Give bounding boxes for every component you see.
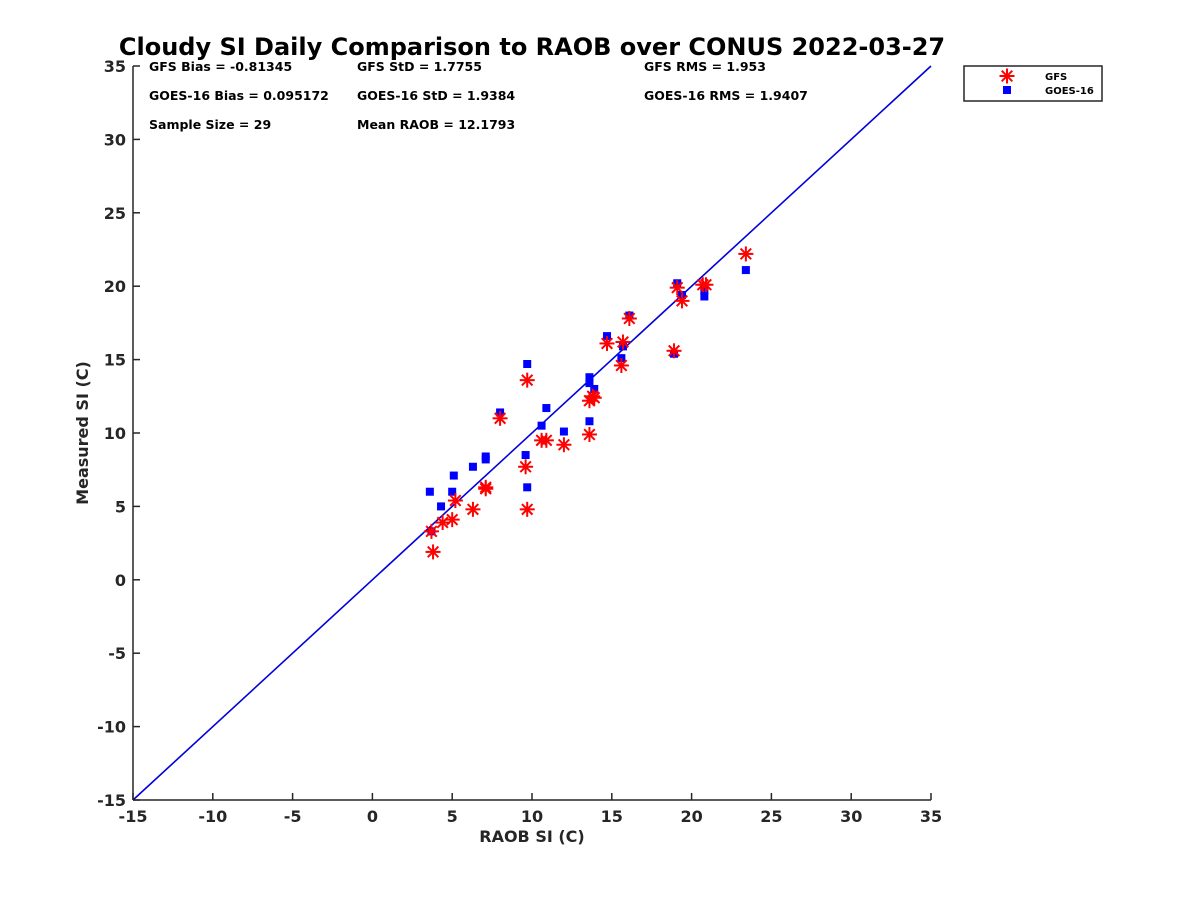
data-points — [423, 246, 754, 560]
x-tick-label: 10 — [521, 807, 543, 826]
stat-annotation: GFS Bias = -0.81345 — [149, 59, 292, 74]
goes16-point — [585, 373, 594, 382]
chart-title: Cloudy SI Daily Comparison to RAOB over … — [119, 33, 945, 61]
gfs-point — [538, 432, 554, 448]
goes16-point — [448, 487, 457, 496]
gfs-point — [423, 523, 439, 539]
goes16-point — [468, 462, 477, 471]
axis-ticks: -15 -10 -5 0 5 10 15 20 25 30 35 -15 -10 -5 0 5 10 15 20 25… — [97, 57, 942, 826]
stat-annotation: GOES-16 Bias = 0.095172 — [149, 88, 329, 103]
goes16-point — [585, 417, 594, 426]
gfs-point — [674, 293, 690, 309]
reference-line-one-to-one — [132, 65, 932, 801]
gfs-point — [556, 437, 572, 453]
x-tick-label: -15 — [119, 807, 148, 826]
stat-annotation: GFS RMS = 1.953 — [644, 59, 766, 74]
gfs-point — [613, 357, 629, 373]
y-tick-label: 10 — [104, 424, 126, 443]
gfs-point — [425, 544, 441, 560]
gfs-point — [518, 459, 534, 475]
gfs-point — [519, 501, 535, 517]
y-tick-label: 15 — [104, 351, 126, 370]
y-tick-label: 25 — [104, 204, 126, 223]
gfs-point — [581, 426, 597, 442]
stat-annotation: Sample Size = 29 — [149, 117, 271, 132]
x-tick-label: -10 — [198, 807, 227, 826]
y-tick-label: -15 — [97, 791, 126, 810]
goes16-point — [521, 451, 530, 460]
goes16-point — [542, 404, 551, 413]
stat-annotation: GFS StD = 1.7755 — [357, 59, 482, 74]
goes16-point — [425, 487, 434, 496]
goes16-point — [559, 427, 568, 436]
goes16-point — [700, 292, 709, 301]
gfs-point — [669, 280, 685, 296]
legend-goes16-marker — [1003, 86, 1011, 94]
gfs-point — [586, 390, 602, 406]
gfs-point — [444, 512, 460, 528]
x-tick-label: 5 — [447, 807, 458, 826]
x-tick-label: 35 — [920, 807, 942, 826]
y-tick-label: 35 — [104, 57, 126, 76]
legend-entry-label: GFS — [1045, 72, 1067, 83]
gfs-point — [666, 343, 682, 359]
legend-gfs-marker — [999, 68, 1015, 84]
gfs-point — [698, 277, 714, 293]
gfs-point — [447, 493, 463, 509]
x-tick-label: 15 — [601, 807, 623, 826]
goes16-point — [585, 379, 594, 388]
gfs-point — [492, 410, 508, 426]
y-tick-label: -10 — [97, 718, 126, 737]
legend: GFS GOES-16 — [963, 65, 1103, 102]
gfs-point — [621, 310, 637, 326]
gfs-point — [738, 246, 754, 262]
gfs-point — [615, 334, 631, 350]
x-tick-label: 30 — [840, 807, 862, 826]
gfs-point — [465, 501, 481, 517]
goes16-point — [481, 452, 490, 461]
goes16-point — [523, 360, 532, 369]
y-tick-label: 5 — [115, 497, 126, 516]
y-tick-label: 0 — [115, 571, 126, 590]
goes16-point — [537, 421, 546, 430]
x-tick-label: 25 — [760, 807, 782, 826]
x-tick-label: 20 — [680, 807, 702, 826]
goes16-point — [437, 502, 446, 511]
goes16-point — [741, 266, 750, 275]
goes16-point — [700, 286, 709, 295]
goes16-point — [523, 483, 532, 492]
x-axis-label: RAOB SI (C) — [479, 827, 584, 846]
stats-annotations: GFS Bias = -0.81345 GFS StD = 1.7755 GFS R… — [149, 59, 808, 132]
gfs-point — [478, 479, 494, 495]
legend-box — [963, 65, 1103, 102]
goes16-point — [449, 471, 458, 480]
y-tick-label: 30 — [104, 130, 126, 149]
legend-entry-label: GOES-16 — [1045, 86, 1094, 97]
y-axis-label: Measured SI (C) — [73, 361, 92, 505]
stat-annotation: GOES-16 RMS = 1.9407 — [644, 88, 808, 103]
goes16-point — [590, 384, 599, 393]
gfs-point — [519, 372, 535, 388]
stat-annotation: GOES-16 StD = 1.9384 — [357, 88, 515, 103]
x-tick-label: 0 — [367, 807, 378, 826]
stat-annotation: Mean RAOB = 12.1793 — [357, 117, 515, 132]
y-tick-label: 20 — [104, 277, 126, 296]
y-tick-label: -5 — [108, 644, 126, 663]
x-tick-label: -5 — [284, 807, 302, 826]
gfs-point — [599, 335, 615, 351]
